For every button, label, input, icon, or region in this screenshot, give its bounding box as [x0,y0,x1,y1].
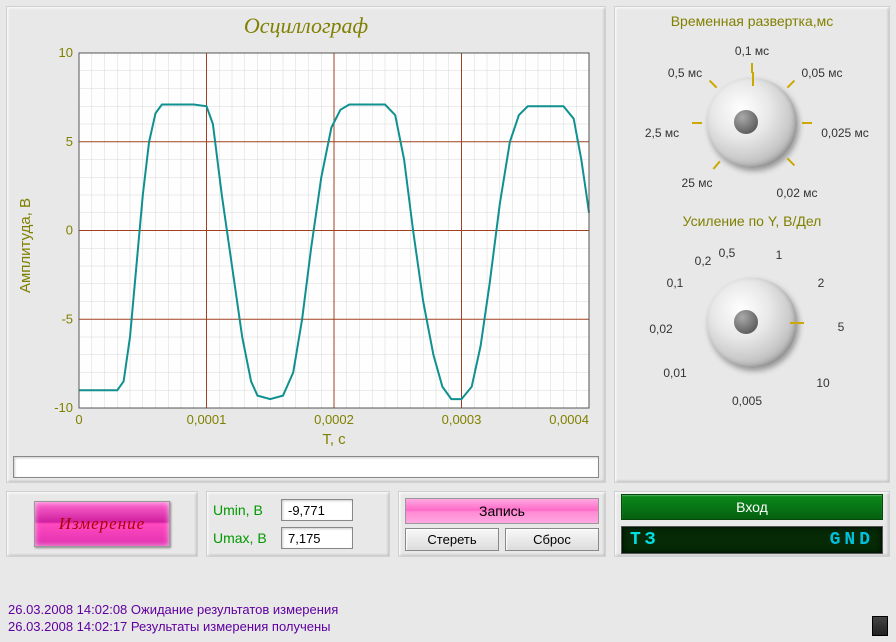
knob-label: 0,01 [663,366,686,380]
chart-area: Амплитуда, В -10 -5 0 5 10 0 0,0001 0,0002 0,000… [13,43,599,448]
knob-tick-mark [802,122,812,124]
umin-row: Umin, В -9,771 [213,499,353,521]
svg-text:10: 10 [59,45,73,60]
svg-text:Т, с: Т, с [322,431,346,448]
knob-pointer [752,72,754,86]
main-row: Осциллограф Амплитуда, В -10 -5 0 5 10 0 0,000… [6,6,890,483]
lcd-right: GND [830,530,874,550]
measure-button[interactable]: Измерение [34,501,170,547]
record-box: Запись Стереть Сброс [398,491,606,557]
umin-label: Umin, В [213,502,273,518]
knob-dimple [734,110,758,134]
lcd-display: ТЗ GND [621,526,883,554]
knob-label: 0,005 [732,394,762,408]
knob-label: 2 [818,276,825,290]
measure-box: Измерение [6,491,198,557]
svg-text:0,0001: 0,0001 [187,412,227,427]
knobs-panel: Временная развертка,мс 0,1 мс 0,05 мс 0,02… [614,6,890,483]
knob-label: 0,5 [719,246,736,260]
knob-pointer [790,322,804,324]
knob-tick-mark [787,80,795,88]
knob-dimple [734,310,758,334]
log-area: 26.03.2008 14:02:08 Ожидание результатов… [8,602,338,636]
knob-label: 5 [838,320,845,334]
knob-label: 0,1 [667,276,684,290]
svg-text:-5: -5 [61,311,73,326]
knob-label: 0,5 мс [668,66,702,80]
knob-label: 0,02 [649,322,672,336]
knob-tick-mark [787,158,795,166]
ygain-title: Усиление по Y, В/Дел [621,213,883,229]
knob-label: 0,05 мс [802,66,843,80]
umax-label: Umax, В [213,530,273,546]
knob-label: 0,1 мс [735,44,769,58]
svg-text:0,0003: 0,0003 [442,412,482,427]
svg-text:5: 5 [66,134,73,149]
knob-tick-mark [713,161,721,170]
knob-dial [707,78,797,168]
log-line: 26.03.2008 14:02:08 Ожидание результатов… [8,602,338,619]
input-box: Вход ТЗ GND [614,491,890,557]
knob-tick-mark [709,80,717,88]
timebase-title: Временная развертка,мс [621,13,883,29]
erase-reset-row: Стереть Сброс [405,528,599,551]
record-button[interactable]: Запись [405,498,599,524]
knob-label: 10 [816,376,829,390]
values-box: Umin, В -9,771 Umax, В 7,175 [206,491,390,557]
input-button[interactable]: Вход [621,494,883,520]
svg-text:0: 0 [66,223,73,238]
knob-label: 25 мс [682,176,713,190]
knob-label: 0,02 мс [777,186,818,200]
ylabel-wrap: Амплитуда, В [13,43,39,448]
ylabel: Амплитуда, В [18,198,35,293]
svg-text:0: 0 [75,412,82,427]
umin-value: -9,771 [281,499,353,521]
log-line: 26.03.2008 14:02:17 Результаты измерения… [8,619,338,636]
text-input-below-chart[interactable] [13,456,599,478]
knob-dial [707,278,797,368]
svg-text:0,0004: 0,0004 [549,412,589,427]
erase-button[interactable]: Стереть [405,528,499,551]
oscilloscope-app: Осциллограф Амплитуда, В -10 -5 0 5 10 0 0,000… [0,0,896,642]
corner-icon [872,616,888,636]
timebase-knob[interactable]: 0,1 мс 0,05 мс 0,025 мс 0,02 мс 25 мс 2,5 мс 0… [627,33,877,213]
knob-label: 0,2 [695,254,712,268]
lcd-left: ТЗ [630,530,660,550]
scope-title: Осциллограф [13,13,599,39]
knob-label: 1 [776,248,783,262]
reset-button[interactable]: Сброс [505,528,599,551]
svg-text:0,0002: 0,0002 [314,412,354,427]
chart-plot[interactable]: -10 -5 0 5 10 0 0,0001 0,0002 0,0003 0,0004 Т, с [39,43,599,448]
bottom-controls: Измерение Umin, В -9,771 Umax, В 7,175 З… [6,491,890,557]
umax-value: 7,175 [281,527,353,549]
timebase-section: Временная развертка,мс 0,1 мс 0,05 мс 0,02… [621,13,883,213]
umax-row: Umax, В 7,175 [213,527,353,549]
scope-panel: Осциллограф Амплитуда, В -10 -5 0 5 10 0 0,000… [6,6,606,483]
svg-text:-10: -10 [54,400,73,415]
knob-tick-mark [751,63,753,73]
knob-label: 0,025 мс [821,126,869,140]
knob-label: 2,5 мс [645,126,679,140]
ygain-knob[interactable]: 0,5 1 2 5 10 0,005 0,01 0,02 0,1 0,2 [627,233,877,413]
knob-tick-mark [692,122,702,124]
ygain-section: Усиление по Y, В/Дел 0,5125100,0050,010,… [621,213,883,413]
